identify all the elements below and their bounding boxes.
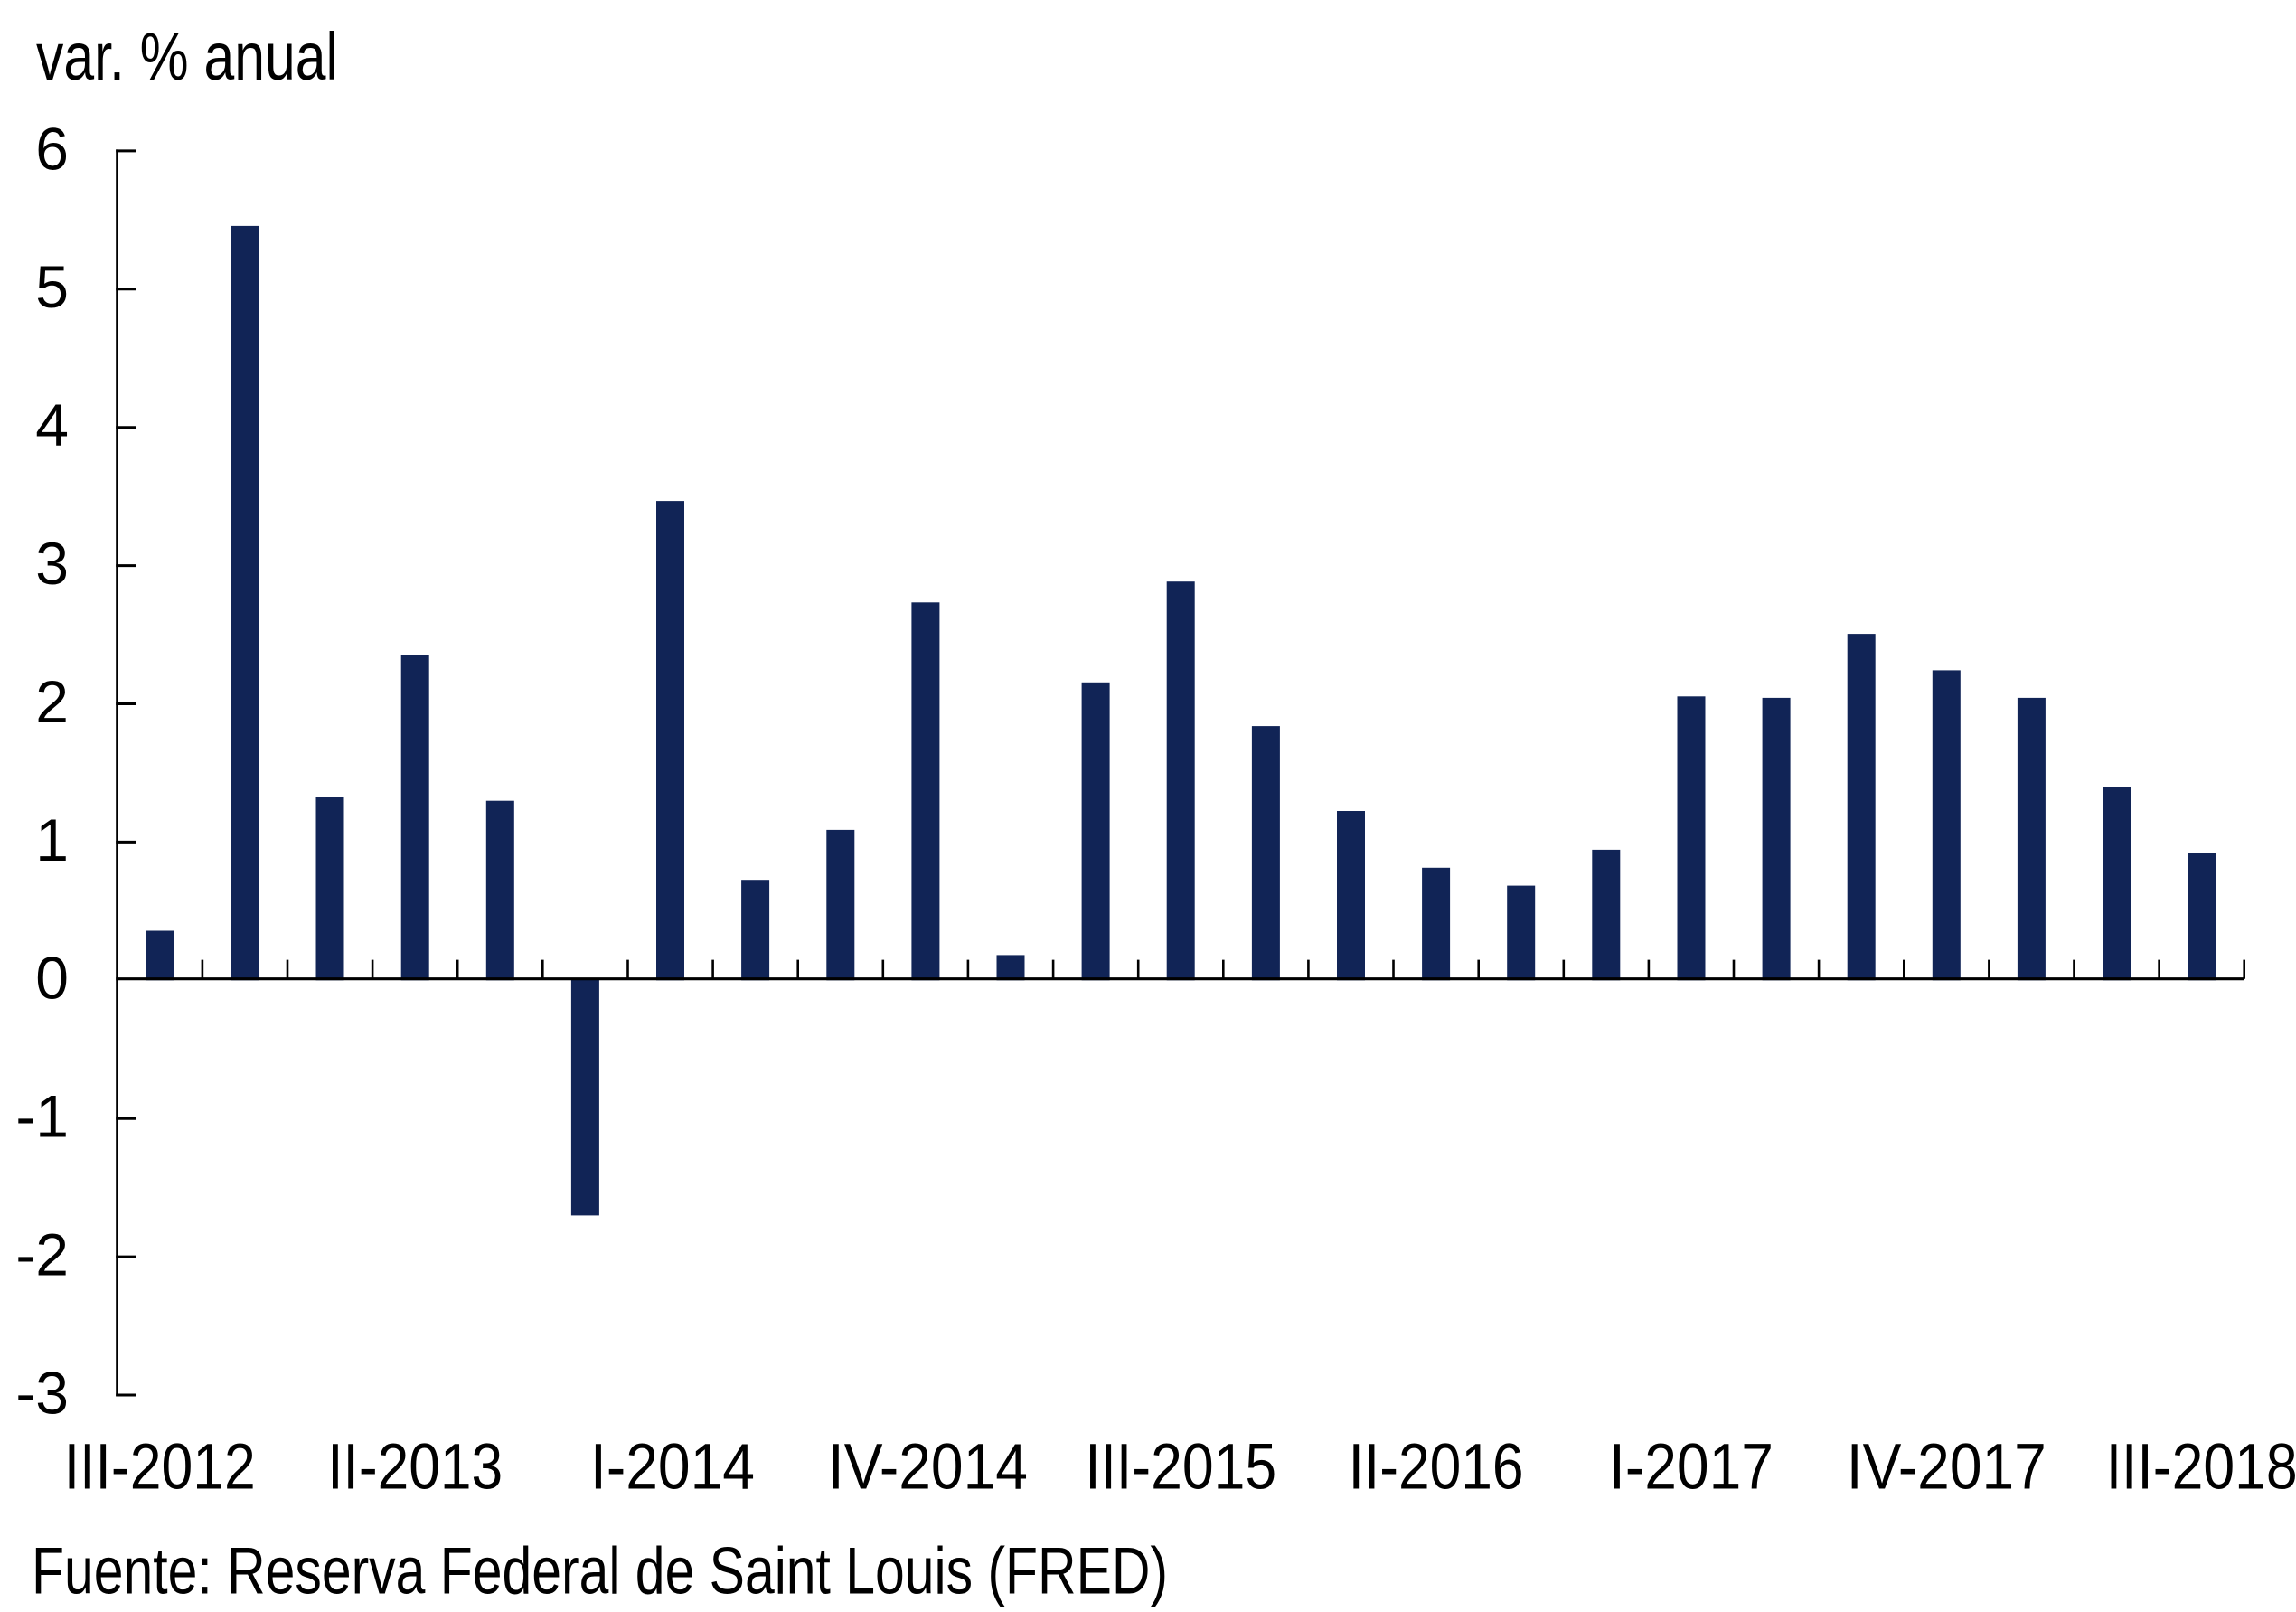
svg-text:-1: -1 <box>15 1083 69 1150</box>
svg-text:II-2013: II-2013 <box>327 1431 503 1503</box>
svg-text:II-2016: II-2016 <box>1349 1431 1524 1503</box>
svg-text:III-2015: III-2015 <box>1085 1431 1276 1503</box>
svg-text:4: 4 <box>35 391 69 458</box>
svg-text:0: 0 <box>35 945 69 1012</box>
svg-text:I-2017: I-2017 <box>1609 1431 1774 1503</box>
svg-text:-3: -3 <box>15 1359 69 1426</box>
svg-text:IV-2014: IV-2014 <box>828 1431 1028 1503</box>
svg-text:1: 1 <box>35 806 69 873</box>
svg-text:6: 6 <box>35 115 69 182</box>
svg-text:III-2012: III-2012 <box>64 1431 256 1503</box>
svg-text:Fuente: Reserva Federal de Sai: Fuente: Reserva Federal de Saint Louis (… <box>32 1535 1168 1608</box>
svg-text:5: 5 <box>35 253 69 320</box>
svg-text:2: 2 <box>35 668 69 735</box>
svg-text:3: 3 <box>35 530 69 597</box>
svg-text:var. % anual: var. % anual <box>36 19 338 94</box>
svg-text:I-2014: I-2014 <box>590 1431 755 1503</box>
svg-text:IV-2017: IV-2017 <box>1847 1431 2047 1503</box>
svg-text:III-2018: III-2018 <box>2106 1431 2296 1503</box>
svg-text:-2: -2 <box>15 1221 69 1288</box>
